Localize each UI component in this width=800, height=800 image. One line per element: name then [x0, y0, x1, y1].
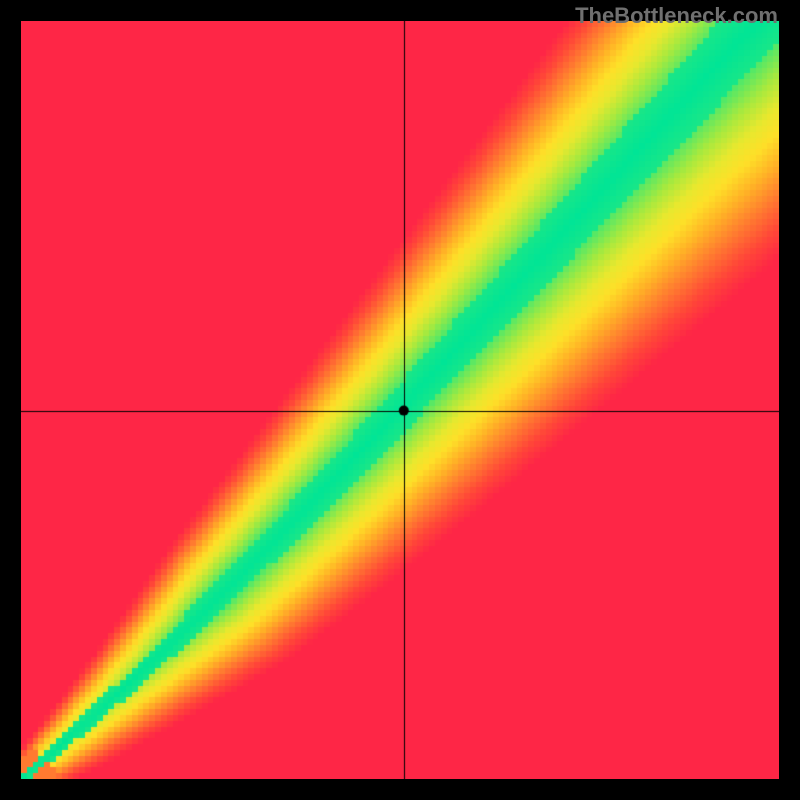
figure-container: TheBottleneck.com: [0, 0, 800, 800]
watermark-text: TheBottleneck.com: [575, 3, 778, 29]
crosshair-overlay: [21, 21, 779, 779]
heatmap-plot-area: [21, 21, 779, 779]
